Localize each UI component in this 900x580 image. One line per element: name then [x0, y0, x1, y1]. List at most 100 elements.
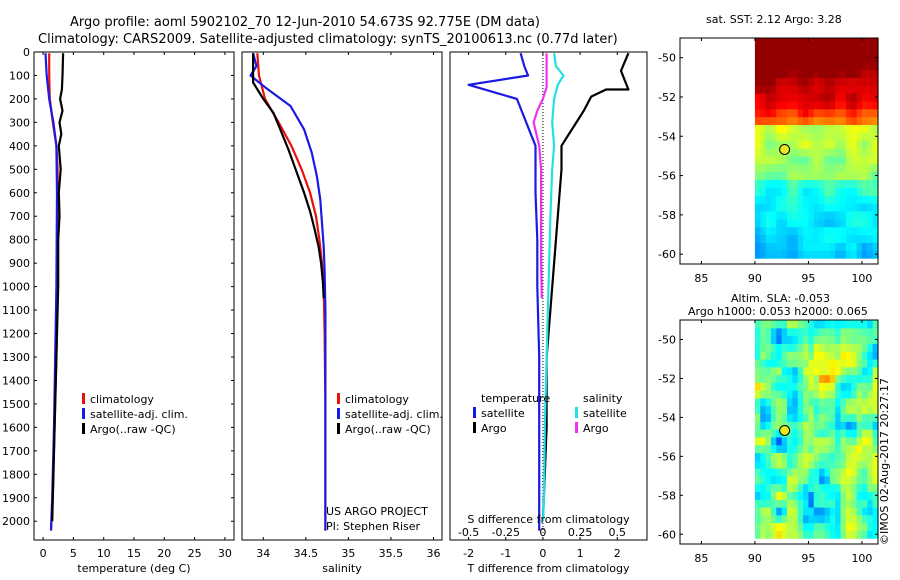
heatmap-cell: [776, 429, 783, 438]
heatmap-cell: [760, 124, 767, 133]
heatmap-cell: [840, 226, 847, 236]
heatmap-cell: [765, 522, 772, 531]
heatmap-cell: [792, 77, 799, 86]
x-tick-label: 90: [748, 272, 762, 285]
heatmap-cell: [845, 366, 852, 376]
heatmap-cell: [792, 187, 799, 196]
heatmap-cell: [872, 124, 879, 133]
heatmap-cell: [781, 444, 788, 454]
heatmap-cell: [781, 522, 788, 531]
heatmap-cell: [760, 506, 767, 516]
heatmap-cell: [803, 421, 810, 430]
heatmap-cell: [829, 38, 836, 47]
heatmap-cell: [787, 163, 793, 173]
heatmap-cell: [867, 171, 874, 181]
heatmap-cell: [776, 405, 783, 415]
heatmap-cell: [776, 116, 783, 126]
heatmap-cell: [840, 382, 847, 391]
heatmap-cell: [824, 140, 831, 149]
heatmap-cell: [803, 327, 810, 337]
y-tick-label: -52: [658, 91, 676, 104]
s-tick-label: -0.5: [458, 526, 479, 539]
heatmap-cell: [760, 61, 767, 71]
heatmap-cell: [835, 93, 842, 102]
x-tick-label: 85: [694, 272, 708, 285]
heatmap-cell: [867, 468, 874, 477]
heatmap-cell: [808, 421, 815, 430]
heatmap-cell: [851, 203, 858, 212]
heatmap-cell: [851, 506, 858, 516]
heatmap-cell: [776, 358, 783, 368]
heatmap-cell: [856, 179, 863, 188]
heatmap-cell: [776, 444, 783, 454]
heatmap-cell: [872, 61, 879, 71]
heatmap-cell: [824, 343, 831, 352]
heatmap-cell: [754, 460, 761, 469]
heatmap-cell: [765, 452, 772, 461]
heatmap-cell: [760, 460, 767, 469]
heatmap-cell: [819, 397, 826, 407]
heatmap-cell: [845, 452, 852, 461]
heatmap-cell: [760, 108, 767, 118]
heatmap-cell: [872, 366, 879, 376]
heatmap-cell: [819, 85, 826, 94]
heatmap-cell: [813, 61, 820, 71]
heatmap-cell: [792, 93, 799, 102]
heatmap-cell: [792, 210, 799, 220]
heatmap-cell: [760, 179, 767, 188]
heatmap-cell: [781, 234, 788, 243]
heatmap-cell: [760, 218, 767, 228]
heatmap-cell: [851, 163, 858, 173]
heatmap-cells: [754, 320, 879, 539]
heatmap-cell: [872, 218, 879, 228]
heatmap-cell: [787, 226, 793, 236]
heatmap-cell: [765, 506, 772, 516]
heatmap-cell: [861, 327, 868, 337]
heatmap-cell: [845, 77, 852, 86]
heatmap-cell: [808, 327, 815, 337]
heatmap-cell: [803, 522, 810, 531]
heatmap-cell: [792, 163, 799, 173]
heatmap-cell: [754, 374, 761, 383]
heatmap-cell: [872, 45, 879, 55]
heatmap-cell: [824, 69, 831, 78]
heatmap-cell: [803, 382, 810, 391]
heatmap-cell: [835, 100, 842, 110]
heatmap-cell: [787, 250, 793, 259]
heatmap-cell: [765, 93, 772, 102]
heatmap-cell: [803, 351, 810, 360]
y-tick-label: -50: [658, 333, 676, 346]
heatmap-cell: [787, 390, 793, 399]
heatmap-cell: [829, 53, 836, 63]
heatmap-cell: [851, 514, 858, 524]
heatmap-cell: [861, 242, 868, 251]
heatmap-cell: [867, 397, 874, 407]
heatmap-cell: [760, 475, 767, 485]
heatmap-cell: [840, 475, 847, 485]
heatmap-cell: [861, 397, 868, 407]
heatmap-cell: [760, 413, 767, 422]
heatmap-cell: [792, 491, 799, 500]
heatmap-cell: [829, 210, 836, 220]
heatmap-cells: [754, 38, 879, 259]
heatmap-cell: [829, 171, 836, 181]
heatmap-cell: [765, 38, 772, 47]
x-tick-label: 35.5: [379, 547, 404, 560]
y-tick-label: -58: [658, 489, 676, 502]
heatmap-cell: [829, 468, 836, 477]
heatmap-cell: [861, 124, 868, 133]
heatmap-cell: [845, 116, 852, 126]
heatmap-cell: [872, 116, 879, 126]
series-line: [532, 53, 548, 299]
heatmap-cell: [819, 210, 826, 220]
heatmap-cell: [770, 429, 777, 438]
heatmap-cell: [760, 343, 767, 352]
heatmap-cell: [776, 366, 783, 376]
heatmap-cell: [819, 242, 826, 251]
heatmap-cell: [787, 195, 793, 204]
heatmap-cell: [829, 397, 836, 407]
heatmap-cell: [861, 38, 868, 47]
heatmap-cell: [765, 390, 772, 399]
y-tick-label: -52: [658, 372, 676, 385]
heatmap-cell: [808, 218, 815, 228]
